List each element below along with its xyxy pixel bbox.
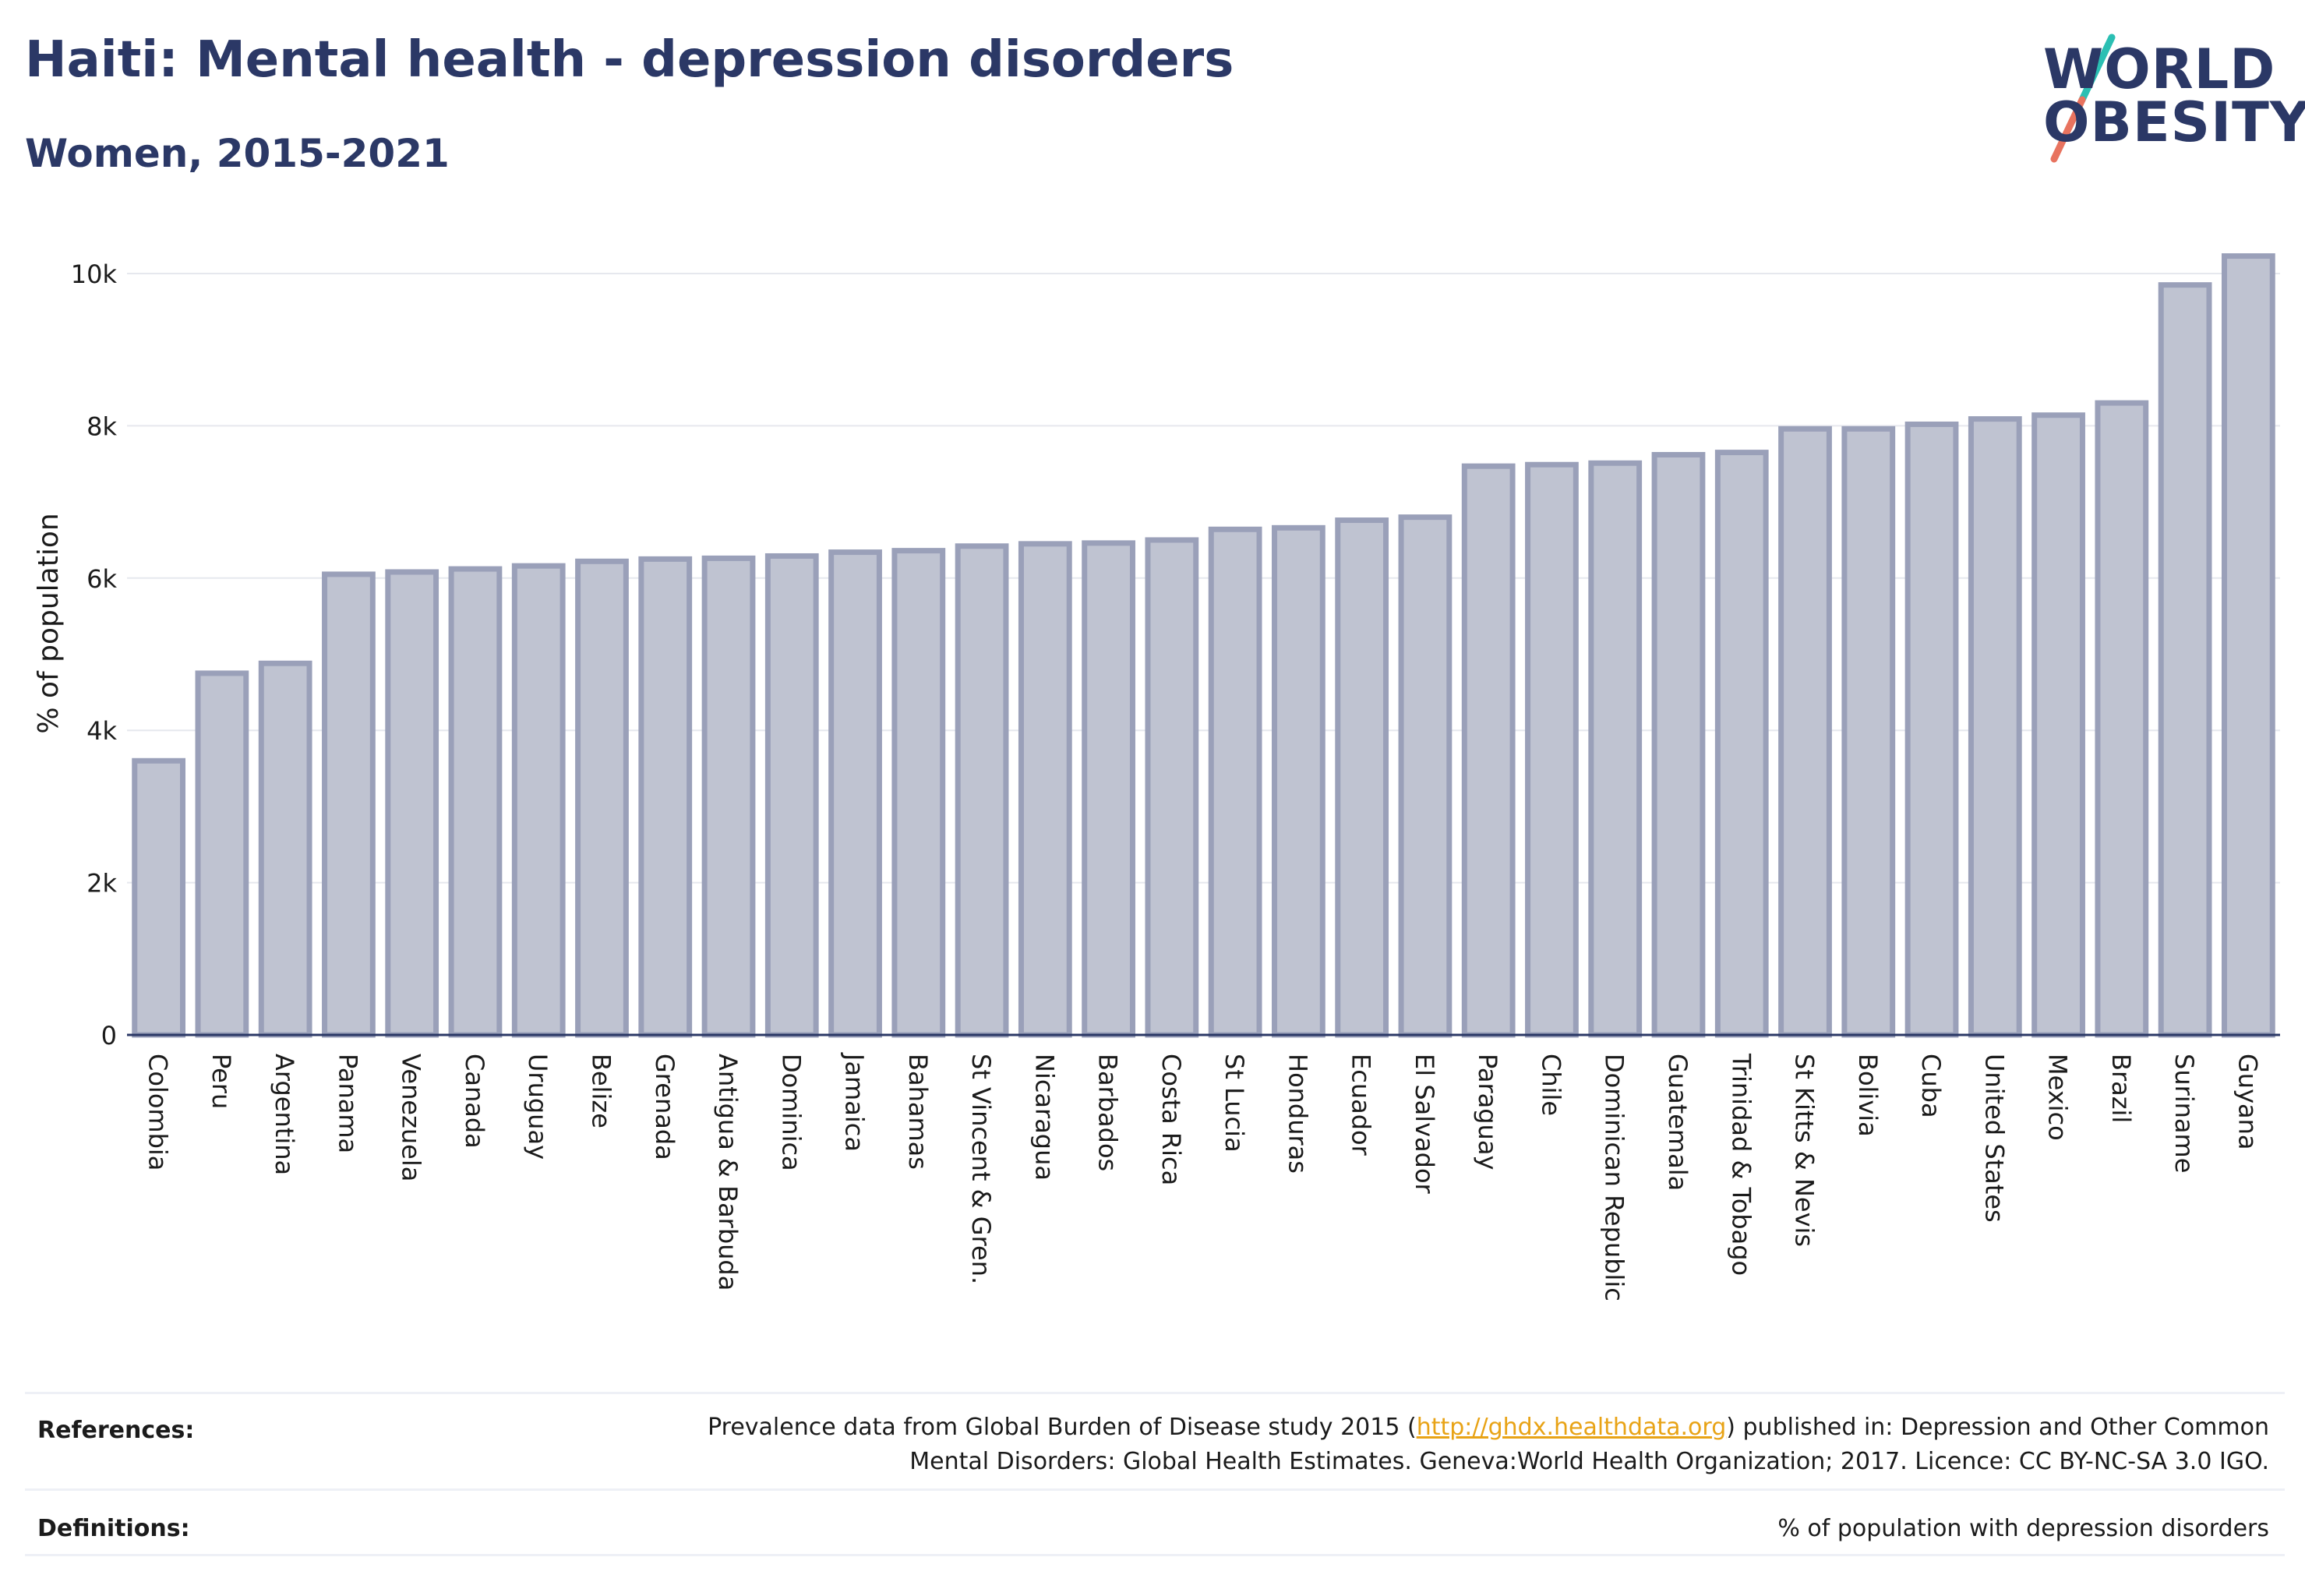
- logo-slash-icon: [2050, 34, 2116, 163]
- x-tick-label: Antigua & Barbuda: [713, 1054, 743, 1291]
- bar: [1968, 416, 2022, 1038]
- x-tick-label: Dominican Republic: [1600, 1054, 1629, 1301]
- y-tick-label: 8k: [86, 411, 117, 441]
- x-tick-label: Ecuador: [1347, 1054, 1376, 1156]
- bar: [2221, 253, 2275, 1038]
- references-text: Prevalence data from Global Burden of Di…: [555, 1411, 2269, 1479]
- bars: [132, 253, 2275, 1038]
- definitions-text: % of population with depression disorder…: [1777, 1515, 2269, 1542]
- x-tick-label: Uruguay: [523, 1054, 552, 1160]
- x-tick-label: Trinidad & Tobago: [1726, 1053, 1756, 1276]
- bar: [828, 549, 882, 1038]
- x-tick-label: Costa Rica: [1156, 1054, 1186, 1185]
- x-tick-label: Peru: [206, 1054, 236, 1109]
- bar: [575, 558, 629, 1038]
- bar: [195, 670, 249, 1038]
- world-obesity-logo: WORLD OBESITY: [2026, 31, 2305, 171]
- logo-text-line2: OBESITY: [2043, 90, 2305, 154]
- references-text-part1: Prevalence data from Global Burden of Di…: [708, 1414, 1417, 1441]
- x-tick-label: Cuba: [1916, 1054, 1946, 1118]
- bar: [448, 566, 503, 1038]
- bar: [891, 548, 946, 1038]
- y-axis-label: % of population: [33, 513, 65, 733]
- bar: [385, 569, 439, 1038]
- x-tick-label: Paraguay: [1473, 1054, 1502, 1170]
- footer-divider-bottom: [25, 1554, 2285, 1556]
- x-tick-label: Grenada: [650, 1054, 679, 1160]
- x-tick-label: St Vincent & Gren.: [966, 1054, 996, 1284]
- x-tick-label: Bahamas: [903, 1054, 933, 1170]
- x-tick-label: Argentina: [270, 1054, 299, 1175]
- x-tick-label: Belize: [586, 1054, 616, 1128]
- bar: [1904, 421, 1959, 1038]
- references-text-line2: Mental Disorders: Global Health Estimate…: [909, 1448, 2269, 1475]
- logo-text-line1: WORLD: [2043, 37, 2276, 101]
- x-tick-label: Canada: [460, 1054, 489, 1149]
- bar: [1651, 452, 1706, 1038]
- x-tick-label: Mexico: [2043, 1054, 2073, 1141]
- bar: [1841, 425, 1896, 1038]
- bar: [701, 555, 756, 1038]
- bar: [1335, 517, 1389, 1038]
- x-tick-label: Brazil: [2106, 1054, 2136, 1123]
- x-tick-label: Guyana: [2233, 1054, 2262, 1150]
- bar: [511, 563, 566, 1038]
- bar: [1525, 461, 1579, 1038]
- x-tick-label: Bolivia: [1853, 1054, 1883, 1137]
- bar: [955, 543, 1009, 1038]
- references-link[interactable]: http://ghdx.healthdata.org: [1416, 1414, 1727, 1441]
- x-tick-label: Suriname: [2169, 1054, 2199, 1173]
- footer-divider-middle: [25, 1488, 2285, 1491]
- x-tick-label: Honduras: [1283, 1054, 1312, 1174]
- bar: [1272, 524, 1325, 1038]
- definitions-label: Definitions:: [37, 1515, 190, 1542]
- y-tick-label: 10k: [71, 260, 118, 289]
- x-tick-label: El Salvador: [1410, 1054, 1439, 1195]
- x-tick-label: United States: [1979, 1054, 2009, 1223]
- y-tick-label: 2k: [86, 869, 117, 899]
- bar: [1208, 526, 1262, 1038]
- bar: [132, 757, 186, 1038]
- bar: [1398, 514, 1453, 1038]
- x-tick-label: Nicaragua: [1029, 1054, 1059, 1181]
- x-tick-label: Colombia: [143, 1054, 173, 1171]
- bar: [322, 571, 376, 1038]
- bar: [1778, 425, 1832, 1038]
- bar: [2095, 400, 2149, 1038]
- bar-chart: 0 2k 4k 6k 8k 10k Colombia Peru Argentina Panama V…: [33, 253, 2280, 1301]
- references-label: References:: [37, 1417, 195, 1444]
- x-tick-label: Panama: [333, 1054, 362, 1153]
- bar: [1461, 463, 1516, 1038]
- y-tick-label: 0: [101, 1021, 117, 1050]
- bar: [1018, 541, 1072, 1038]
- axes: 0 2k 4k 6k 8k 10k Colombia Peru Argentina Panama V…: [71, 260, 2280, 1301]
- x-tick-label: Jamaica: [840, 1052, 870, 1152]
- y-tick-label: 6k: [86, 564, 117, 594]
- bar: [764, 553, 819, 1038]
- bar: [2158, 282, 2212, 1038]
- chart-subtitle: Women, 2015-2021: [25, 131, 450, 176]
- x-tick-label: Chile: [1536, 1054, 1565, 1116]
- x-tick-label: Barbados: [1093, 1054, 1123, 1171]
- bar: [258, 660, 312, 1038]
- bar: [1714, 450, 1769, 1038]
- x-tick-label: St Lucia: [1220, 1054, 1249, 1153]
- bar: [638, 556, 693, 1038]
- x-tick-label: Guatemala: [1663, 1054, 1693, 1191]
- footer-divider-top: [25, 1392, 2285, 1394]
- x-tick-label: St Kitts & Nevis: [1790, 1054, 1820, 1247]
- bar: [1588, 460, 1643, 1038]
- bar: [1145, 537, 1199, 1038]
- y-tick-label: 4k: [86, 716, 117, 746]
- x-tick-label: Dominica: [776, 1054, 806, 1171]
- chart-title: Haiti: Mental health - depression disord…: [25, 31, 1234, 89]
- bar: [1082, 540, 1135, 1038]
- x-tick-label: Venezuela: [397, 1054, 426, 1181]
- references-text-part2: ) published in: Depression and Other Com…: [1726, 1414, 2269, 1441]
- bar: [2031, 412, 2085, 1038]
